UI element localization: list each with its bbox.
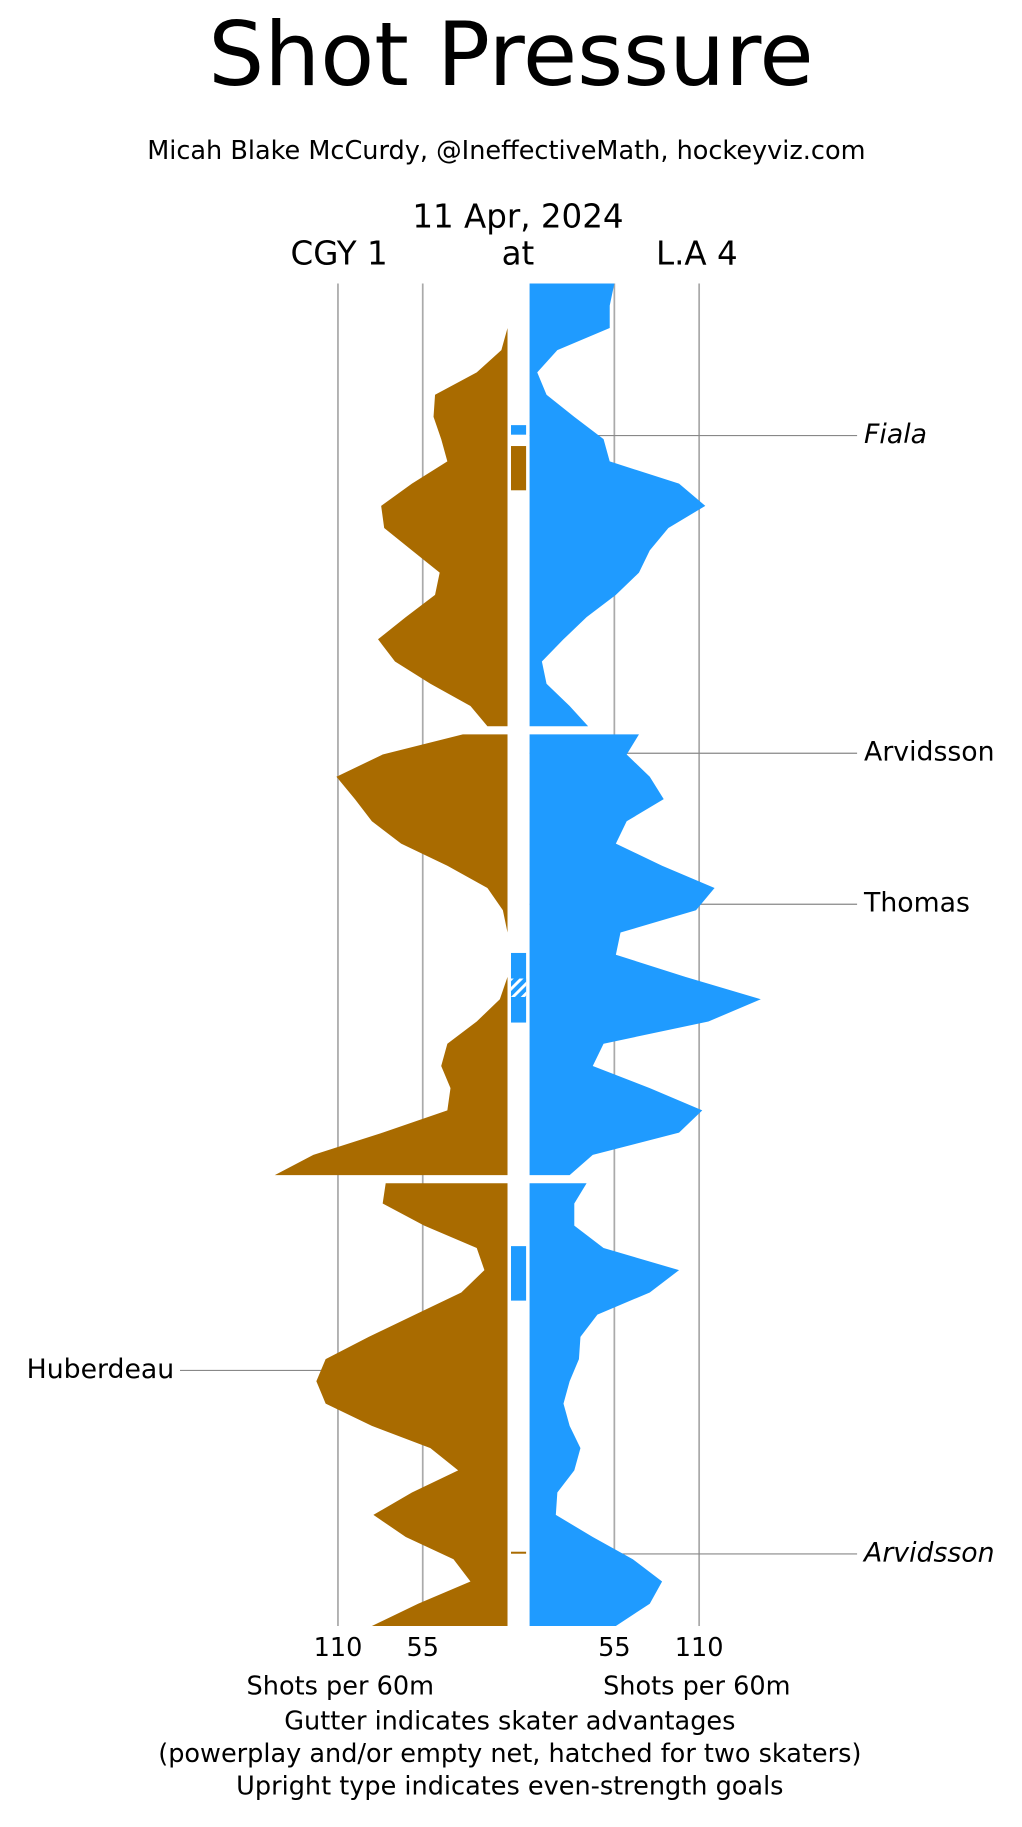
footnote: Upright type indicates even-strength goa… [236,1771,783,1801]
gutter-advantage [511,1246,527,1301]
chart-title: Shot Pressure [208,3,813,106]
gutter-advantage [511,1551,527,1554]
x-axis-label: Shots per 60m [603,1672,790,1702]
goal-label: Fiala [864,419,927,450]
gutter-advantage [511,978,527,997]
pressure-area [316,1183,508,1626]
footnote: (powerplay and/or empty net, hatched for… [158,1739,861,1769]
gutter-advantage [511,446,527,491]
goal-label: Thomas [863,888,970,919]
x-tick-label: 55 [406,1633,439,1663]
gutter-advantage [511,425,527,435]
team-label: L.A 4 [656,235,738,273]
pressure-area [529,283,706,727]
x-axis-label: Shots per 60m [247,1672,434,1702]
goal-label: Huberdeau [27,1354,175,1385]
date: 11 Apr, 2024 [412,197,623,235]
subtitle: Micah Blake McCurdy, @IneffectiveMath, h… [147,136,865,166]
pressure-area [529,734,761,1176]
pressure-area [274,734,508,1176]
separator: at [502,235,535,273]
x-tick-label: 110 [314,1633,363,1663]
team-label: CGY 1 [291,235,388,273]
goal-label: Arvidsson [862,1537,995,1568]
pressure-area [378,283,508,727]
x-tick-label: 110 [675,1633,724,1663]
footnote: Gutter indicates skater advantages [284,1706,735,1736]
x-tick-label: 55 [598,1633,631,1663]
pressure-area [529,1183,680,1626]
goal-label: Arvidsson [864,737,995,768]
